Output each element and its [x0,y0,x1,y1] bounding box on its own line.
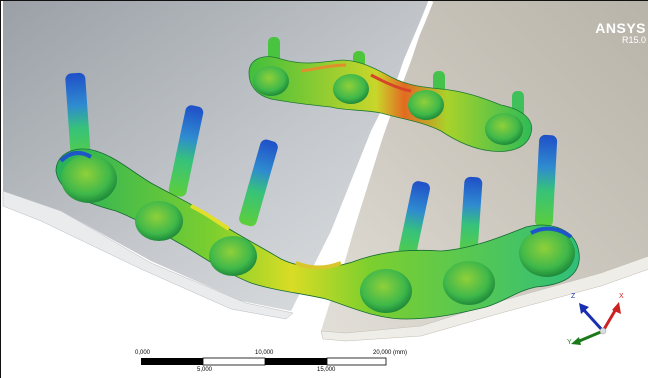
ansys-logo: ANSYS R15.0 [595,21,646,45]
coordinate-triad-icon[interactable]: Z X Y [561,289,631,349]
scale-label-0: 0,000 [135,350,151,356]
scale-label-5: 5,000 [197,367,213,373]
triad-graphic [571,302,621,345]
scale-label-15: 15,000 [317,367,336,373]
scale-label-10: 10,000 [255,350,274,356]
triad-z-label: Z [571,293,576,300]
ansys-brand-text: ANSYS [595,20,646,36]
ansys-release-text: R15.0 [621,35,646,45]
lower-bone-plate [55,148,580,320]
scale-label-20: 20,000 (mm) [373,350,408,356]
scale-bar: 0,000 10,000 20,000 (mm) 5,000 15,000 [135,350,407,376]
upper-bone-plate [248,56,533,152]
scale-bar-graphic [141,357,387,366]
triad-y-label: Y [567,339,572,346]
triad-x-label: X [619,293,624,300]
lower-plate-screws [65,72,558,265]
